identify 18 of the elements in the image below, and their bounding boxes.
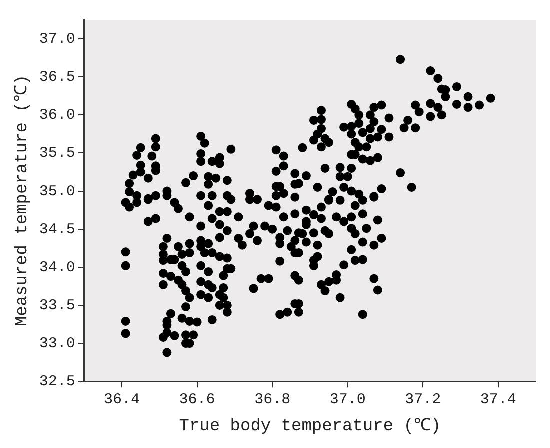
x-axis-title: True body temperature (℃) bbox=[179, 417, 442, 436]
y-tick-label: 33.5 bbox=[39, 297, 76, 314]
x-tick-label: 37.4 bbox=[480, 392, 516, 409]
y-tick-label: 33.0 bbox=[39, 336, 76, 353]
x-tick-label: 36.8 bbox=[254, 392, 291, 409]
y-tick-label: 34.5 bbox=[39, 221, 76, 238]
x-tick-label: 37.2 bbox=[405, 392, 442, 409]
y-tick-label: 34.0 bbox=[39, 259, 76, 276]
x-tick-label: 36.4 bbox=[104, 392, 140, 409]
y-axis-title: Measured temperature (℃) bbox=[14, 74, 33, 327]
y-tick-label: 37.0 bbox=[39, 31, 76, 48]
x-tick-label: 36.6 bbox=[179, 392, 216, 409]
y-tick-label: 32.5 bbox=[39, 374, 76, 391]
y-tick-label: 35.5 bbox=[39, 145, 76, 162]
y-tick-label: 36.0 bbox=[39, 107, 76, 124]
y-tick-label: 36.5 bbox=[39, 69, 76, 86]
y-tick-label: 35.0 bbox=[39, 183, 76, 200]
x-tick-label: 37.0 bbox=[330, 392, 366, 409]
